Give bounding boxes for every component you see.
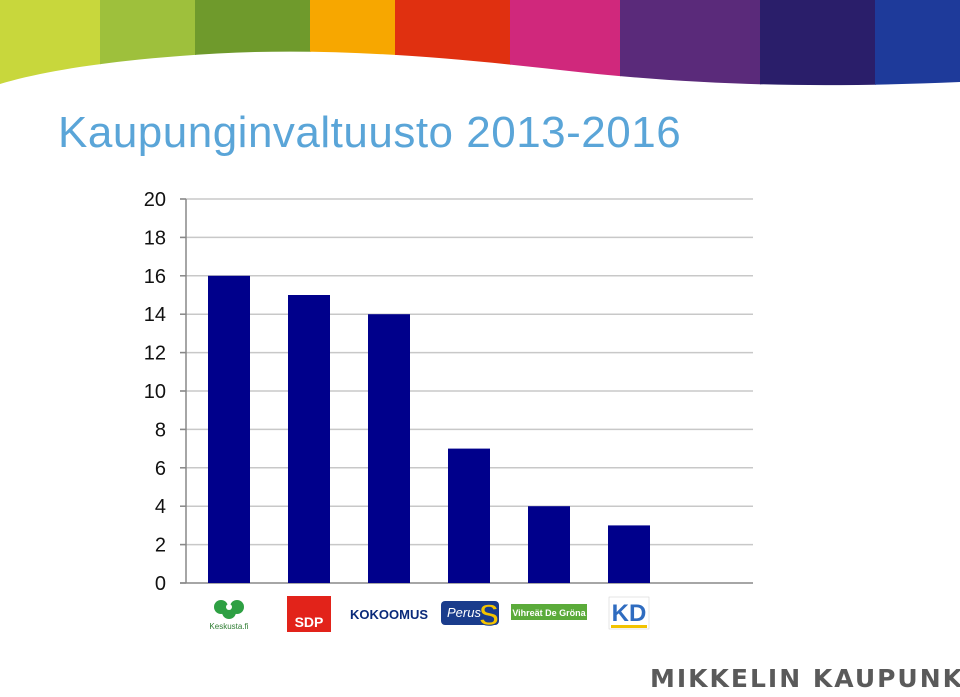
bar-keskusta bbox=[208, 275, 250, 583]
y-tick-label: 20 bbox=[144, 189, 166, 211]
slide-title: Kaupunginvaltuusto 2013-2016 bbox=[58, 108, 682, 157]
y-tick-label: 14 bbox=[144, 304, 166, 326]
bar-kokoomus bbox=[368, 314, 410, 583]
kokoomus-logo: KOKOOMUS bbox=[350, 607, 428, 622]
svg-text:Keskusta.fi: Keskusta.fi bbox=[209, 622, 248, 631]
svg-text:S: S bbox=[479, 599, 499, 632]
y-tick-label: 6 bbox=[155, 458, 166, 480]
vihreat-logo: Vihreät De Gröna bbox=[511, 604, 587, 620]
bar-kd bbox=[608, 525, 650, 583]
banner-strip bbox=[875, 0, 960, 86]
svg-text:Perus: Perus bbox=[447, 605, 481, 620]
keskusta-logo: Keskusta.fi bbox=[209, 600, 249, 631]
y-tick-label: 12 bbox=[144, 343, 166, 365]
svg-text:KOKOOMUS: KOKOOMUS bbox=[350, 607, 428, 622]
y-tick-label: 10 bbox=[144, 381, 166, 403]
bar-perussuomalaiset bbox=[448, 448, 490, 583]
svg-text:KD: KD bbox=[612, 600, 647, 627]
sdp-logo: SDP bbox=[287, 596, 331, 632]
svg-text:Vihreät De Gröna: Vihreät De Gröna bbox=[512, 608, 586, 618]
color-banner bbox=[0, 0, 960, 86]
y-tick-label: 2 bbox=[155, 535, 166, 557]
y-tick-label: 4 bbox=[155, 496, 166, 518]
y-tick-label: 0 bbox=[155, 573, 166, 595]
banner-strip bbox=[760, 0, 876, 86]
kd-logo: KD bbox=[608, 596, 650, 630]
bar-sdp bbox=[288, 295, 330, 583]
y-tick-label: 16 bbox=[144, 266, 166, 288]
banner-strip bbox=[620, 0, 761, 86]
bar-vihreat bbox=[528, 506, 570, 583]
footer-brand: MIKKELIN KAUPUNKI bbox=[650, 664, 960, 693]
y-tick-label: 8 bbox=[155, 419, 166, 441]
svg-text:SDP: SDP bbox=[295, 614, 324, 630]
y-tick-label: 18 bbox=[144, 227, 166, 249]
